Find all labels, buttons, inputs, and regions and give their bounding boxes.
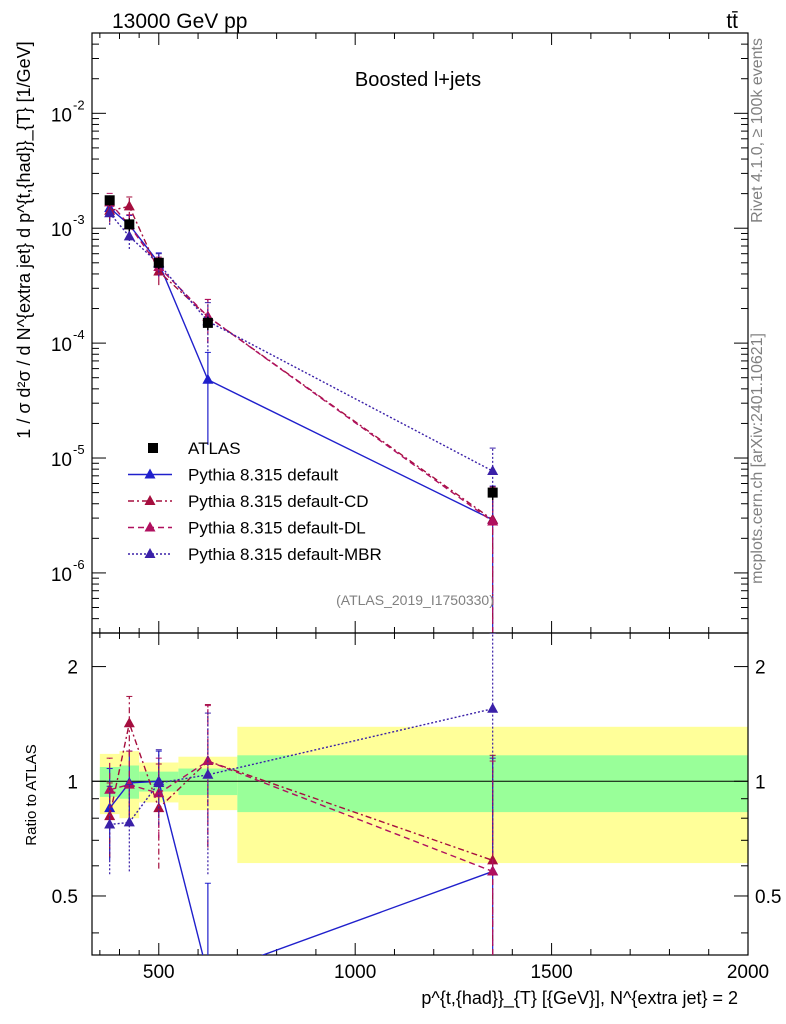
series-ratio-marker — [123, 816, 135, 827]
legend-marker-data — [148, 443, 158, 453]
x-tick-label: 500 — [143, 962, 175, 983]
y-tick-exponent: -2 — [73, 97, 85, 112]
series-ratio-marker — [202, 768, 214, 779]
legend-label: Pythia 8.315 default-MBR — [188, 545, 382, 564]
series-marker — [487, 515, 499, 526]
y-tick-exponent: -4 — [73, 327, 85, 342]
ratio-tick-label-left: 2 — [67, 658, 78, 679]
series-marker — [123, 230, 135, 241]
series-ratio-marker — [104, 818, 116, 829]
rivet-version-label: Rivet 4.1.0, ≥ 100k events — [749, 38, 766, 223]
ratio-y-axis-label: Ratio to ATLAS — [23, 744, 40, 845]
ratio-tick-label-right: 0.5 — [755, 887, 781, 908]
legend-label: Pythia 8.315 default — [188, 466, 339, 485]
ratio-tick-label-left: 1 — [67, 772, 78, 793]
series-ratio-marker — [123, 778, 135, 789]
x-tick-label: 1500 — [530, 962, 572, 983]
ratio-panel: 500 1000 1500 2000 0.5 0.5 1 1 2 2 — [52, 33, 781, 983]
series-marker — [104, 207, 116, 218]
data-point — [124, 219, 135, 230]
x-tick-label: 1000 — [334, 962, 376, 983]
data-point — [202, 317, 213, 328]
y-tick-exponent: -3 — [73, 212, 85, 227]
y-tick-label: 10 — [51, 335, 72, 356]
series-ratio-marker — [487, 702, 499, 713]
series-ratio-marker — [202, 755, 214, 766]
series-marker — [202, 373, 214, 384]
legend-label-data: ATLAS — [188, 439, 241, 458]
legend-marker — [144, 468, 156, 479]
legend-label: Pythia 8.315 default-DL — [188, 519, 366, 538]
mcplots-source-label: mcplots.cern.ch [arXiv:2401.10621] — [749, 333, 766, 584]
series-marker — [123, 200, 135, 211]
y-tick-label: 10 — [51, 565, 72, 586]
y-tick-exponent: -6 — [73, 557, 85, 572]
legend: ATLAS Pythia 8.315 default Pythia 8.315 de… — [128, 439, 382, 564]
process-label: tt̄ — [726, 10, 738, 33]
data-point — [487, 487, 498, 498]
main-frame — [91, 32, 749, 634]
series-ratio-marker — [487, 865, 499, 876]
legend-marker — [144, 548, 156, 558]
y-tick-label: 10 — [51, 105, 72, 126]
legend-label: Pythia 8.315 default-CD — [188, 492, 369, 511]
series-ratio-marker — [153, 776, 165, 787]
series-line — [109, 212, 493, 472]
y-tick-label: 10 — [51, 450, 72, 471]
legend-marker — [144, 495, 156, 505]
series-ratio-marker — [123, 717, 135, 728]
y-tick-exponent: -5 — [73, 442, 85, 457]
series-marker — [487, 465, 499, 476]
series-ratio-3 — [104, 633, 499, 875]
chart-title: Boosted l+jets — [355, 69, 481, 91]
ratio-tick-label-right: 2 — [755, 658, 766, 679]
energy-label: 13000 GeV pp — [112, 10, 247, 33]
data-point — [153, 257, 164, 268]
y-tick-label: 10 — [51, 220, 72, 241]
analysis-tag: (ATLAS_2019_I1750330) — [336, 592, 494, 608]
ratio-frame — [91, 632, 749, 956]
data-point — [104, 195, 115, 206]
y-axis-label: 1 / σ d²σ / d N^{extra jet} d p^{t,{had}… — [14, 41, 35, 438]
x-axis-label: p^{t,{had}}_{T} [{GeV}], N^{extra jet} =… — [421, 988, 738, 1009]
x-tick-label: 2000 — [727, 962, 769, 983]
series-ratio-marker — [202, 969, 213, 979]
ratio-tick-label-left: 0.5 — [52, 887, 78, 908]
legend-marker — [144, 521, 156, 532]
ratio-tick-label-right: 1 — [755, 772, 766, 793]
